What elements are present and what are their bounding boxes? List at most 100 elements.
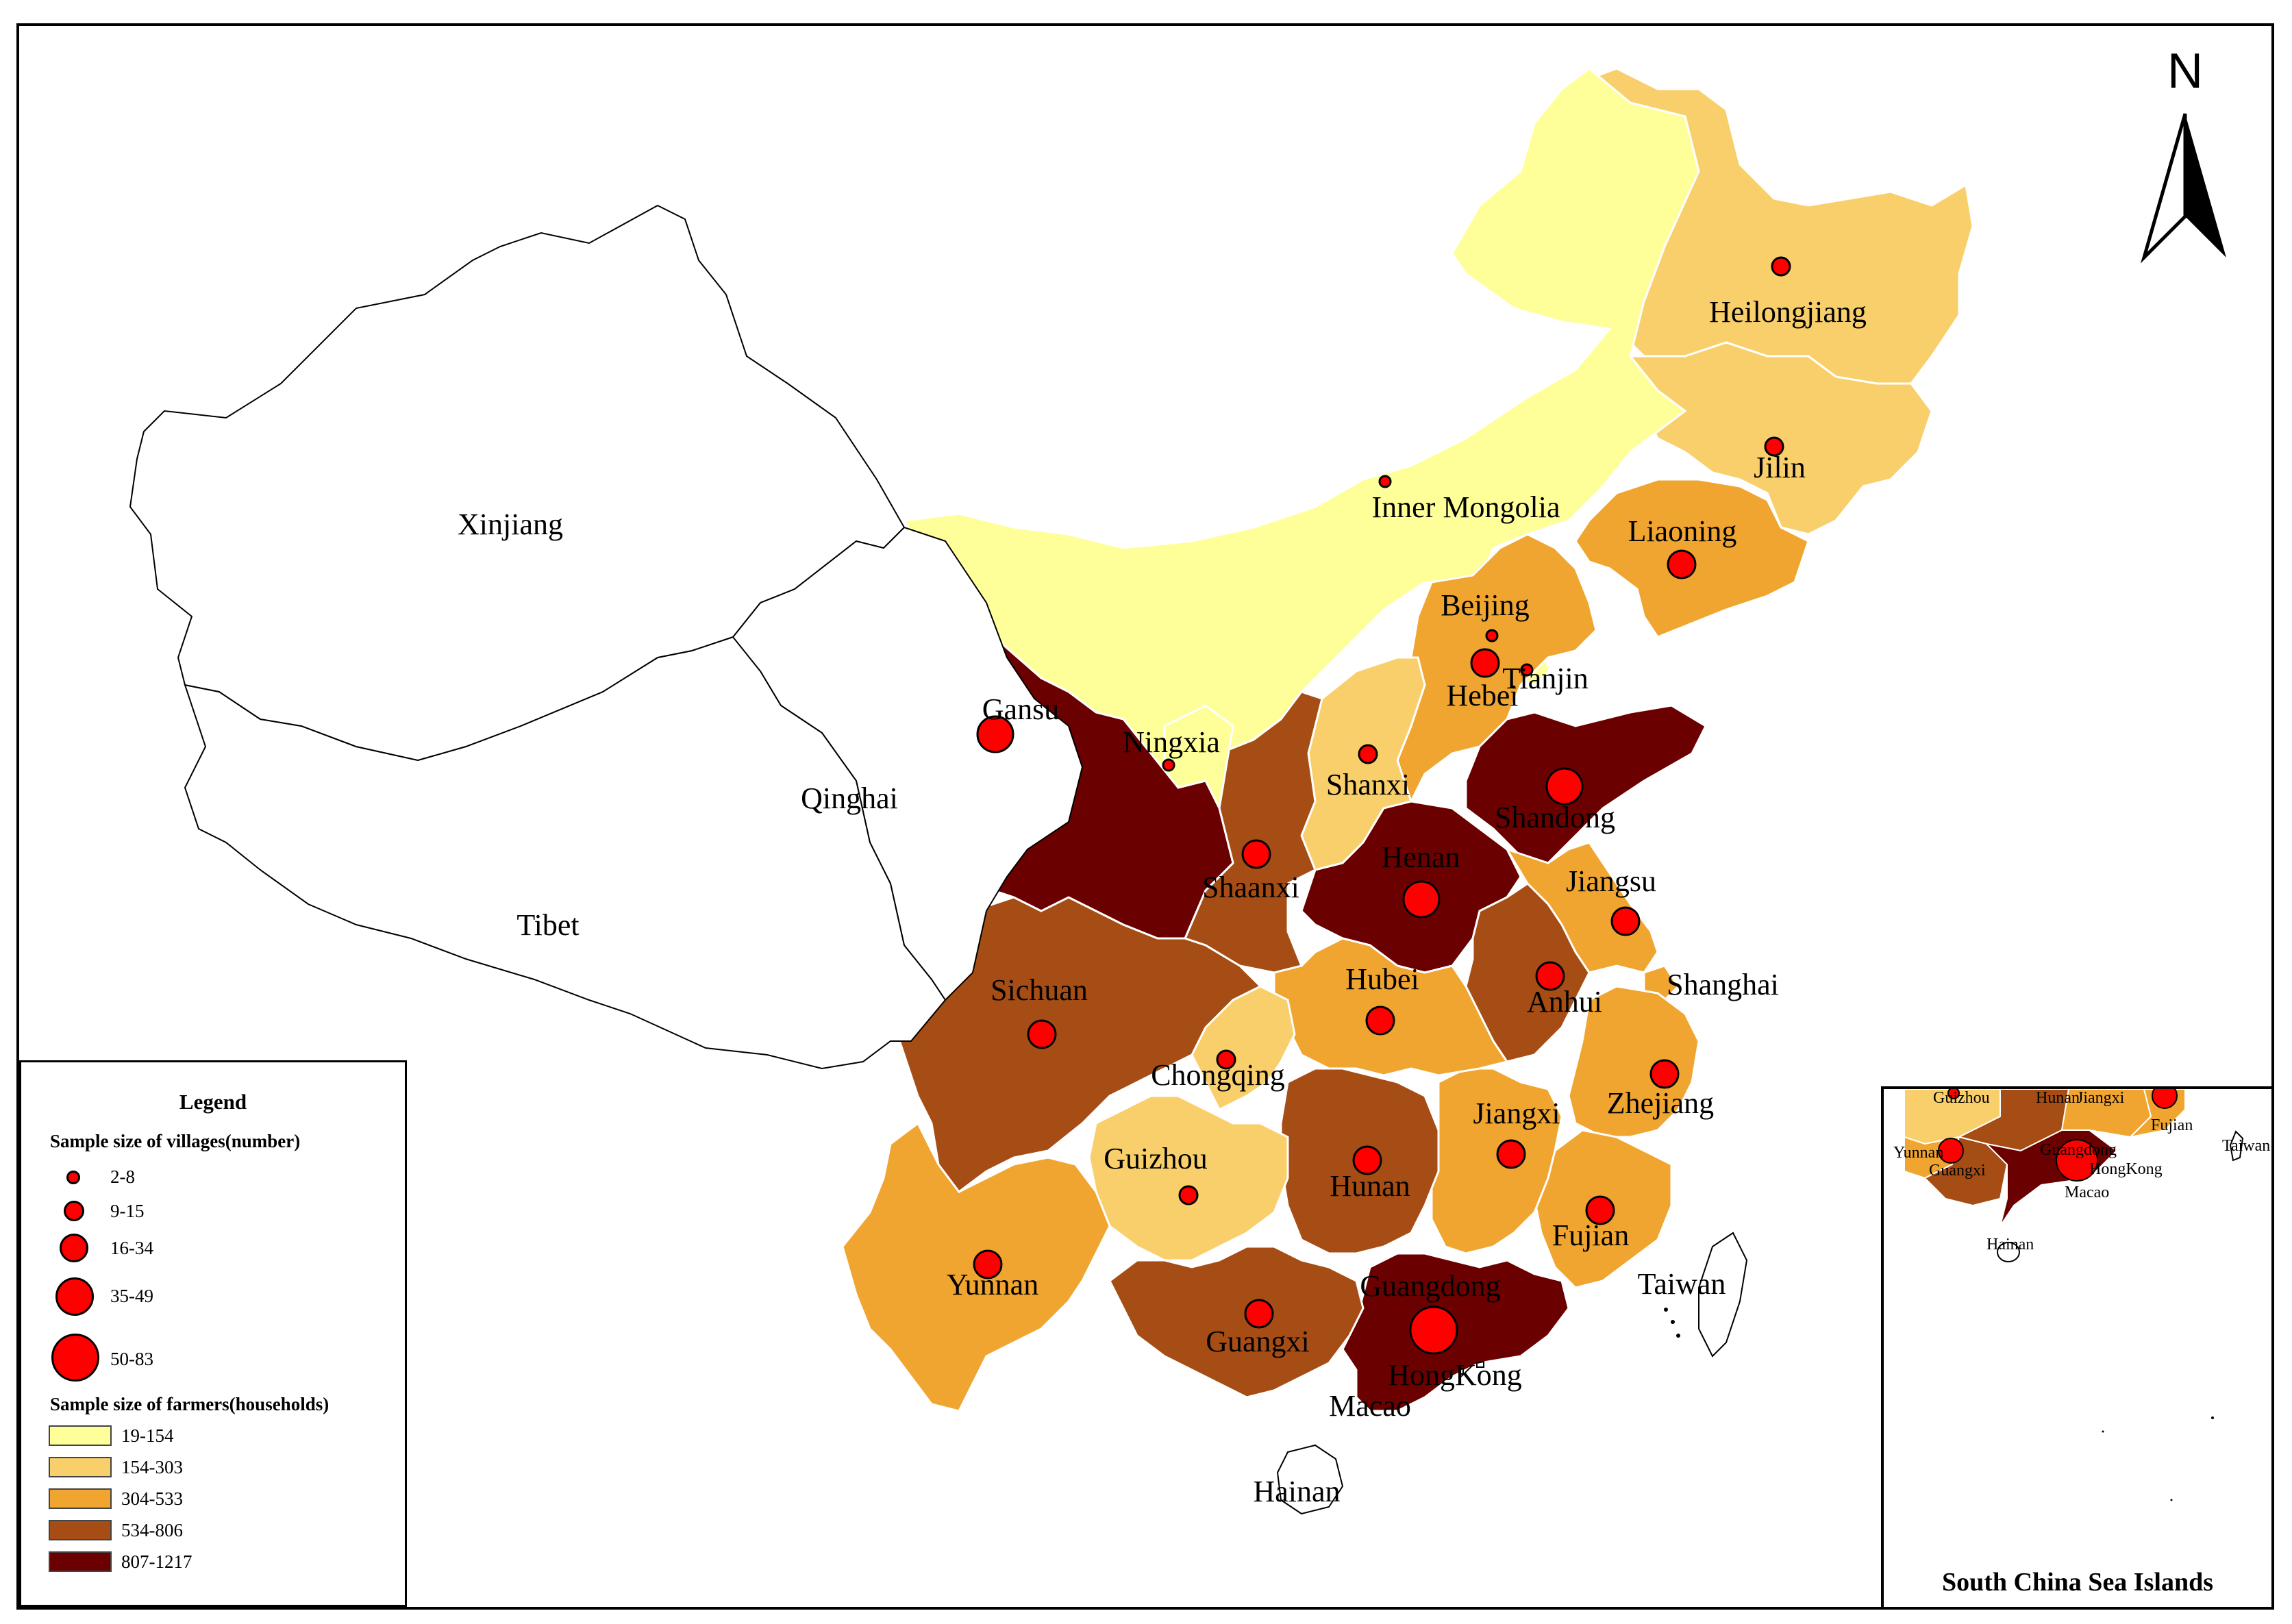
map-frame [16, 23, 2274, 1610]
village-marker-henan [1402, 880, 1441, 919]
village-marker-gansu [976, 715, 1014, 753]
province-label-gansu: Gansu [982, 692, 1059, 726]
village-marker-hubei [1365, 1005, 1395, 1036]
legend-village-row: 16-34 [21, 1234, 405, 1264]
province-label-tianjin: Tianjin [1502, 662, 1589, 695]
inset-label: Hunan [2036, 1089, 2080, 1107]
legend-farmer-label: 19-154 [121, 1425, 174, 1446]
inset-label: Guizhou [1933, 1089, 1990, 1107]
province-labels: Heilongjiang Jilin Liaoning Inner Mongolia B… [458, 295, 1867, 1508]
north-label: N [2167, 45, 2203, 99]
province-label-tibet: Tibet [516, 908, 579, 942]
inset-map: Guizhou Hunan Jiangxi Fujian Yunnan Guan… [1893, 1089, 2270, 1501]
province-label-inner-mongolia: Inner Mongolia [1372, 490, 1560, 524]
north-arrow-icon: N [2140, 45, 2226, 264]
province-region-guangxi [1108, 1245, 1365, 1399]
province-label-guangdong: Guangdong [1360, 1269, 1500, 1303]
province-label-fujian: Fujian [1552, 1219, 1629, 1252]
province-label-chongqing: Chongqing [1151, 1058, 1285, 1092]
village-marker-shanxi [1358, 744, 1378, 764]
province-label-shaanxi: Shaanxi [1202, 871, 1299, 904]
legend-box: Legend Sample size of villages(number) 2… [19, 1060, 407, 1607]
legend-villages-title: Sample size of villages(number) [50, 1131, 301, 1151]
village-marker-beijing [1485, 629, 1499, 642]
province-label-jilin: Jilin [1754, 451, 1806, 484]
legend-farmer-row: 304-533 [21, 1488, 405, 1516]
village-marker-yunnan [973, 1249, 1003, 1279]
island-dot [1671, 1320, 1675, 1324]
legend-farmers-title: Sample size of farmers(households) [50, 1394, 329, 1414]
province-label-hunan: Hunan [1330, 1169, 1410, 1203]
province-label-beijing: Beijing [1441, 588, 1530, 622]
legend-swatch [49, 1488, 112, 1509]
village-marker-chongqing [1216, 1049, 1236, 1070]
province-label-hebei: Hebei [1446, 679, 1518, 712]
village-marker-heilongjiang [1771, 256, 1791, 277]
province-region-macao [1458, 1367, 1464, 1375]
village-marker-zhejiang [1649, 1059, 1680, 1089]
legend-village-row: 2-8 [21, 1165, 405, 1192]
village-marker-icon [66, 1171, 80, 1184]
province-region-hainan [1276, 1444, 1344, 1515]
village-marker-inner-mongolia [1378, 475, 1392, 488]
legend-farmer-row: 807-1217 [21, 1551, 405, 1579]
province-label-henan: Henan [1382, 840, 1460, 874]
inset-label: Guangdong [2040, 1141, 2117, 1159]
legend-village-label: 2-8 [110, 1166, 135, 1187]
inset-label: Hainan [1986, 1236, 2034, 1253]
village-marker-ningxia [1162, 758, 1175, 772]
village-marker-liaoning [1667, 549, 1697, 579]
province-label-heilongjiang: Heilongjiang [1709, 295, 1867, 329]
inset-label: Guangxi [1929, 1162, 1986, 1179]
legend-farmer-label: 807-1217 [121, 1551, 192, 1572]
legend-title: Legend [179, 1090, 247, 1114]
province-label-anhui: Anhui [1527, 985, 1602, 1019]
province-region-xinjiang [129, 204, 906, 762]
province-label-qinghai: Qinghai [801, 782, 898, 815]
province-label-jiangxi: Jiangxi [1473, 1097, 1560, 1130]
province-label-ningxia: Ningxia [1123, 725, 1220, 759]
village-marker-sichuan [1027, 1019, 1057, 1049]
legend-village-label: 50-83 [110, 1349, 153, 1369]
village-marker-guizhou [1178, 1185, 1199, 1205]
village-marker-guangxi [1244, 1299, 1274, 1329]
legend-village-label: 16-34 [110, 1238, 153, 1258]
island-dot [1664, 1308, 1668, 1312]
island-dot [1676, 1334, 1680, 1338]
village-marker-guangdong [1409, 1306, 1458, 1355]
legend-village-label: 9-15 [110, 1201, 145, 1221]
village-marker-jiangxi [1496, 1139, 1526, 1169]
province-label-shanxi: Shanxi [1326, 768, 1410, 801]
village-marker-hebei [1470, 648, 1500, 678]
village-marker-hunan [1352, 1145, 1382, 1175]
province-label-guangxi: Guangxi [1206, 1325, 1310, 1358]
legend-swatch [49, 1457, 112, 1477]
village-marker-icon [64, 1201, 84, 1221]
province-label-hongkong: HongKong [1388, 1358, 1522, 1392]
province-label-jiangsu: Jiangsu [1566, 864, 1656, 898]
inset-label: Taiwan [2222, 1137, 2270, 1155]
province-region-hongkong [1476, 1360, 1484, 1368]
legend-swatch [49, 1520, 112, 1540]
village-marker-shandong [1545, 767, 1584, 805]
inset-label: Yunnan [1893, 1144, 1943, 1162]
south-china-sea-inset: Guizhou Hunan Jiangxi Fujian Yunnan Guan… [1881, 1086, 2274, 1610]
province-region-hubei [1273, 937, 1509, 1077]
inset-caption: South China Sea Islands [1941, 1568, 2213, 1597]
province-label-macao: Macao [1329, 1389, 1411, 1423]
province-label-hubei: Hubei [1345, 962, 1419, 996]
village-marker-icon [55, 1277, 94, 1316]
legend-farmer-label: 154-303 [121, 1457, 183, 1477]
inset-label: Jiangxi [2077, 1089, 2125, 1107]
legend-swatch [49, 1551, 112, 1572]
province-label-shandong: Shandong [1495, 801, 1615, 834]
legend-village-row: 9-15 [21, 1199, 405, 1227]
village-marker-jilin [1764, 436, 1784, 457]
village-marker-anhui [1535, 961, 1565, 991]
province-region-shandong [1465, 704, 1707, 864]
inset-label: Macao [2065, 1184, 2109, 1201]
province-region-taiwan [1698, 1232, 1748, 1358]
province-label-guizhou: Guizhou [1104, 1142, 1208, 1175]
province-region-jiangxi [1430, 1067, 1563, 1255]
legend-village-row: 35-49 [21, 1277, 405, 1316]
